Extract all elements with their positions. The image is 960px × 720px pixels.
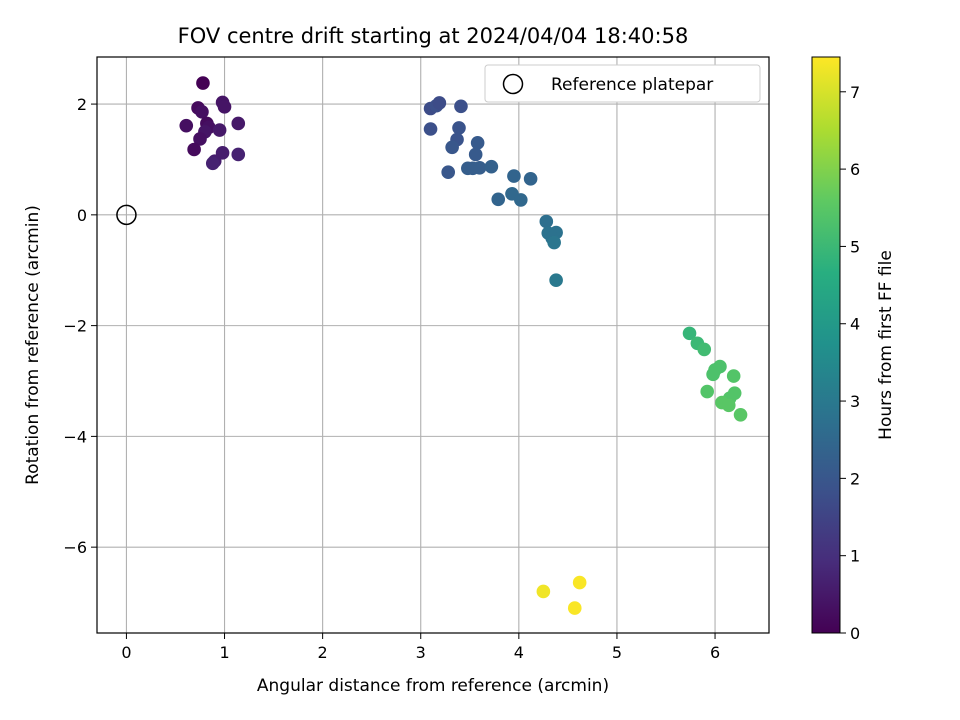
colorbar-tick-label: 7 — [850, 83, 860, 102]
data-point — [700, 384, 714, 399]
data-point — [187, 142, 201, 157]
data-point — [539, 214, 554, 229]
data-point — [549, 273, 563, 288]
colorbar-tick-label: 0 — [850, 624, 860, 643]
y-tick-label: −4 — [63, 427, 87, 446]
legend-marker — [502, 73, 524, 95]
data-point — [514, 193, 528, 207]
data-point — [484, 159, 499, 174]
x-tick-label: 5 — [612, 643, 622, 662]
data-point — [507, 169, 521, 183]
data-point — [231, 147, 246, 162]
data-point — [491, 192, 506, 207]
x-axis-title: Angular distance from reference (arcmin) — [257, 676, 609, 696]
data-point — [547, 235, 561, 250]
data-point — [212, 123, 227, 137]
x-tick-label: 3 — [416, 643, 426, 662]
legend-box — [484, 64, 761, 103]
legend-label: Reference platepar — [551, 75, 713, 95]
y-tick-label: −6 — [63, 538, 87, 557]
data-point — [567, 601, 582, 615]
data-point — [231, 116, 246, 131]
data-point — [445, 140, 459, 155]
data-point — [682, 326, 697, 341]
data-point — [470, 136, 485, 150]
plot-frame — [96, 56, 770, 634]
data-point — [441, 165, 456, 179]
colorbar-tick-label: 1 — [850, 547, 860, 566]
x-tick-label: 1 — [219, 643, 229, 662]
x-tick-label: 2 — [318, 643, 328, 662]
colorbar-title: Hours from first FF file — [876, 250, 896, 440]
x-tick-label: 6 — [710, 643, 720, 662]
data-point — [196, 76, 210, 90]
colorbar-tick-label: 3 — [850, 392, 860, 411]
legend: Reference platepar — [484, 64, 761, 103]
data-point — [472, 160, 487, 175]
data-point — [452, 121, 466, 135]
plot-background — [97, 57, 769, 633]
colorbar-gradient — [811, 56, 841, 634]
colorbar-tick-label: 2 — [850, 469, 860, 488]
data-point — [536, 584, 551, 599]
data-point — [697, 342, 712, 357]
colorbar-tick-label: 5 — [850, 237, 860, 256]
data-point — [179, 118, 194, 133]
chart-title: FOV centre drift starting at 2024/04/04 … — [178, 24, 689, 48]
y-tick-label: −2 — [63, 317, 87, 336]
data-point — [454, 99, 468, 114]
x-tick-label: 0 — [121, 643, 131, 662]
data-point — [217, 100, 232, 114]
data-point — [432, 96, 447, 110]
data-point — [733, 407, 748, 422]
colorbar: 0 1 2 3 4 5 6 7 Hours from first FF file — [811, 56, 896, 643]
data-points — [179, 76, 748, 615]
reference-marker — [116, 204, 137, 226]
grid — [97, 57, 769, 633]
data-point — [205, 156, 220, 171]
colorbar-tick-label: 6 — [850, 160, 860, 179]
x-axis-ticks: 0 1 2 3 4 5 6 — [121, 633, 720, 662]
data-point — [523, 172, 538, 186]
data-point — [195, 105, 209, 119]
y-tick-label: 0 — [77, 206, 87, 225]
data-point — [706, 367, 720, 382]
y-axis-title: Rotation from reference (arcmin) — [23, 205, 43, 485]
x-tick-label: 4 — [514, 643, 524, 662]
data-point — [726, 369, 741, 383]
colorbar-ticks: 0 1 2 3 4 5 6 7 — [840, 83, 860, 643]
data-point — [193, 132, 207, 146]
y-tick-label: 2 — [77, 95, 87, 114]
data-point — [468, 147, 483, 162]
y-axis-ticks: −6 −4 −2 0 2 — [63, 95, 97, 557]
data-point — [572, 575, 587, 590]
data-point — [423, 122, 438, 136]
colorbar-tick-label: 4 — [850, 315, 860, 334]
data-point — [721, 398, 736, 413]
